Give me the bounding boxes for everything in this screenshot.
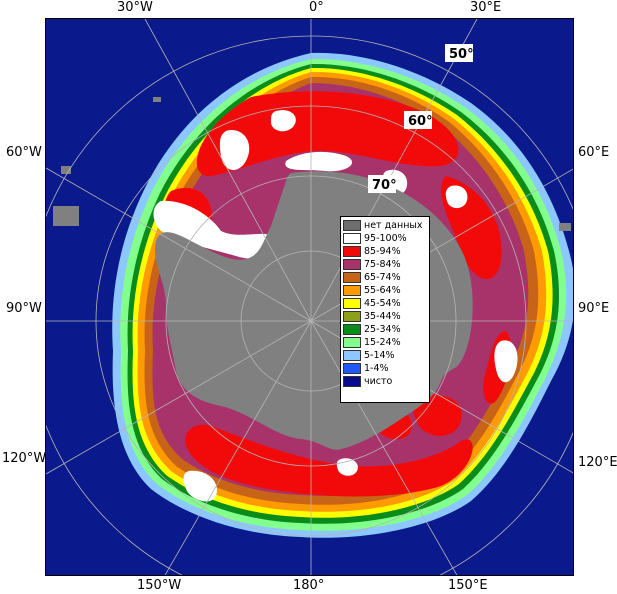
legend-item: 1-4% — [343, 362, 427, 375]
lat-labels: 50° 60° 70° — [368, 44, 474, 193]
legend-item: 75-84% — [343, 258, 427, 271]
legend-swatch — [343, 376, 361, 387]
legend-swatch — [343, 233, 361, 244]
legend-swatch — [343, 337, 361, 348]
sea-ice-map: 50° 60° 70° — [45, 18, 574, 576]
legend-swatch — [343, 272, 361, 283]
legend-item: 65-74% — [343, 271, 427, 284]
lat-label-60: 60° — [408, 114, 433, 129]
lat-label-50: 50° — [449, 47, 474, 62]
legend-item: чисто — [343, 375, 427, 388]
lon-label-180-bottom: 180° — [293, 578, 325, 593]
legend-item: 5-14% — [343, 349, 427, 362]
legend-swatch — [343, 363, 361, 374]
legend-swatch — [343, 220, 361, 231]
legend-item: 35-44% — [343, 310, 427, 323]
legend-label: 85-94% — [364, 246, 401, 257]
legend-swatch — [343, 246, 361, 257]
lon-label-60e-right: 60°E — [578, 145, 610, 160]
legend-label: 15-24% — [364, 337, 401, 348]
legend-label: 55-64% — [364, 285, 401, 296]
lon-label-30w-top: 30°W — [117, 0, 153, 15]
legend-item: 45-54% — [343, 297, 427, 310]
land-specks — [53, 97, 571, 231]
legend-item: 15-24% — [343, 336, 427, 349]
legend-item: 55-64% — [343, 284, 427, 297]
legend-label: 95-100% — [364, 233, 407, 244]
lon-label-60w-left: 60°W — [6, 145, 42, 160]
lon-label-120w-left: 120°W — [2, 451, 47, 466]
lon-label-90w-left: 90°W — [6, 301, 42, 316]
legend-item: 95-100% — [343, 232, 427, 245]
legend-swatch — [343, 285, 361, 296]
lon-label-150w-bottom: 150°W — [137, 578, 182, 593]
legend-item: 85-94% — [343, 245, 427, 258]
lon-label-30e-top: 30°E — [470, 0, 502, 15]
legend-label: 65-74% — [364, 272, 401, 283]
legend-label: 1-4% — [364, 363, 389, 374]
legend-item: нет данных — [343, 219, 427, 232]
legend-swatch — [343, 298, 361, 309]
legend-label: 35-44% — [364, 311, 401, 322]
legend-label: 75-84% — [364, 259, 401, 270]
lon-label-120e-right: 120°E — [578, 455, 617, 470]
legend-label: 5-14% — [364, 350, 395, 361]
legend-swatch — [343, 324, 361, 335]
legend-label: чисто — [364, 376, 393, 387]
legend-label: 45-54% — [364, 298, 401, 309]
legend-swatch — [343, 350, 361, 361]
legend-item: 25-34% — [343, 323, 427, 336]
legend-label: нет данных — [364, 220, 423, 231]
legend-swatch — [343, 311, 361, 322]
legend-swatch — [343, 259, 361, 270]
lon-label-0-top: 0° — [309, 0, 324, 15]
lon-label-150e-bottom: 150°E — [448, 578, 488, 593]
legend: нет данных 95-100% 85-94% 75-84% 65-74% 55-64… — [340, 216, 430, 403]
legend-label: 25-34% — [364, 324, 401, 335]
graticule — [46, 19, 573, 575]
lat-label-70: 70° — [372, 178, 397, 193]
lon-label-90e-right: 90°E — [578, 301, 610, 316]
